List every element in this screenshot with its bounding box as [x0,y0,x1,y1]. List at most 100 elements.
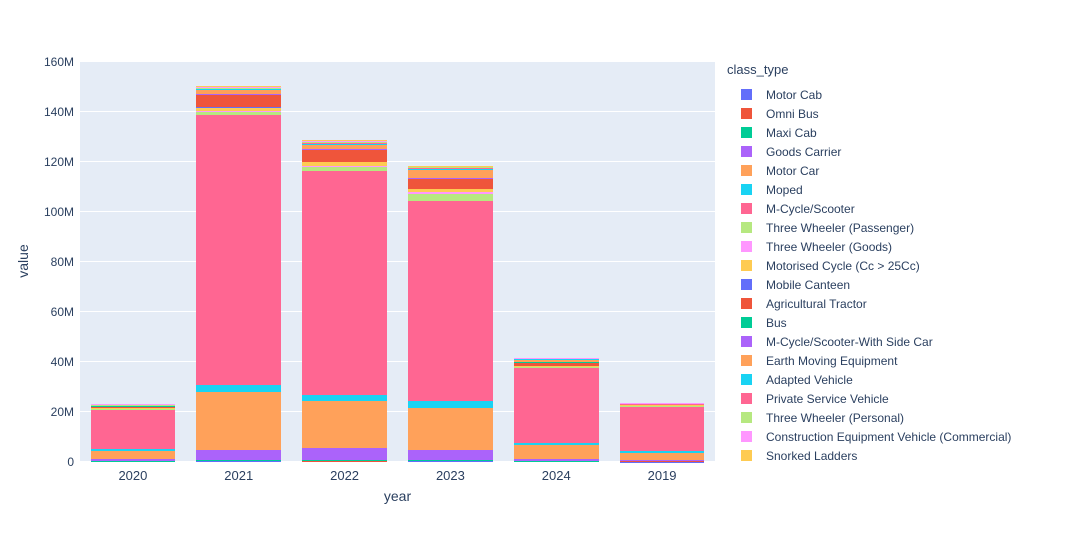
legend-color-swatch-icon [741,203,752,214]
bar-segment[interactable] [302,171,387,395]
bar-segment[interactable] [619,406,705,452]
bar-2023 [408,62,493,462]
bar-segment[interactable] [619,461,705,462]
legend-item[interactable]: Private Service Vehicle [727,389,1011,408]
legend-item[interactable]: Three Wheeler (Goods) [727,237,1011,256]
legend-item[interactable]: Construction Equipment Vehicle (Commerci… [727,427,1011,446]
legend-item[interactable]: Bus [727,313,1011,332]
bar-segment[interactable] [90,405,176,408]
bar-segment[interactable] [302,142,387,144]
bar-segment[interactable] [513,445,599,459]
bar-segment[interactable] [302,394,387,402]
bar-segment[interactable] [302,144,387,149]
bar-segment[interactable] [90,449,176,451]
legend-item[interactable]: Adapted Vehicle [727,370,1011,389]
bar-segment[interactable] [196,89,282,94]
bar-segment[interactable] [513,365,599,367]
legend-item[interactable]: M-Cycle/Scooter [727,199,1011,218]
legend-color-swatch-icon [741,336,752,347]
bar-segment[interactable] [408,178,493,189]
legend-item[interactable]: Moped [727,180,1011,199]
bar-segment[interactable] [90,405,176,406]
bar-segment[interactable] [619,451,705,454]
bar-segment[interactable] [619,453,705,461]
bar-segment[interactable] [302,143,387,145]
bar-segment[interactable] [196,110,282,112]
bar-segment[interactable] [196,107,282,111]
bar-segment[interactable] [408,450,493,461]
bar-segment[interactable] [302,401,387,449]
legend-item[interactable]: Motor Car [727,161,1011,180]
bar-segment[interactable] [408,167,493,168]
bar-segment[interactable] [408,168,493,170]
bar-segment[interactable] [408,201,493,401]
bar-segment[interactable] [196,94,282,108]
bar-segment[interactable] [90,451,176,459]
legend-item[interactable]: Snorked Ladders [727,446,1011,465]
x-axis-title: year [383,488,412,504]
bar-segment[interactable] [196,391,282,450]
legend-item[interactable]: Three Wheeler (Passenger) [727,218,1011,237]
bar-segment[interactable] [302,448,387,461]
legend-item[interactable]: Goods Carrier [727,142,1011,161]
bar-segment[interactable] [90,409,176,450]
bar-segment[interactable] [408,178,493,179]
legend-item-label: Private Service Vehicle [766,391,889,406]
legend-item-label: Bus [766,315,787,330]
bar-segment[interactable] [196,86,282,88]
bar-segment[interactable] [196,93,282,95]
bar-segment[interactable] [513,366,599,368]
bar-segment[interactable] [90,408,176,410]
bar-segment[interactable] [513,461,599,462]
bar-segment[interactable] [196,384,282,392]
bar-segment[interactable] [196,111,282,115]
bar-segment[interactable] [619,460,705,462]
legend-color-swatch-icon [741,412,752,423]
bar-segment[interactable] [408,192,493,194]
bar-segment[interactable] [619,405,705,407]
bar-segment[interactable] [90,459,176,462]
bar-segment[interactable] [302,165,387,167]
bar-segment[interactable] [513,361,599,366]
legend-item[interactable]: Mobile Canteen [727,275,1011,294]
gridline [80,311,715,312]
legend-color-swatch-icon [741,279,752,290]
bar-segment[interactable] [302,142,387,143]
bar-segment[interactable] [408,189,493,192]
bar-segment[interactable] [196,88,282,90]
bar-segment[interactable] [408,408,493,450]
bar-segment[interactable] [408,460,493,462]
bar-segment[interactable] [302,148,387,150]
bar-segment[interactable] [408,401,493,408]
bar-segment[interactable] [513,458,599,462]
bar-2019 [619,62,705,462]
bar-segment[interactable] [513,442,599,445]
legend-item[interactable]: Motorised Cycle (Cc > 25Cc) [727,256,1011,275]
legend-item[interactable]: Motor Cab [727,85,1011,104]
bar-segment[interactable] [302,166,387,171]
bar-segment[interactable] [408,167,493,169]
bar-segment[interactable] [408,166,493,168]
bar-segment[interactable] [196,87,282,89]
legend-item[interactable]: M-Cycle/Scooter-With Side Car [727,332,1011,351]
bar-segment[interactable] [196,460,282,462]
bar-segment[interactable] [619,404,705,405]
bar-segment[interactable] [513,358,599,362]
bar-segment[interactable] [302,149,387,162]
bar-segment[interactable] [196,114,282,385]
bar-segment[interactable] [408,193,493,201]
bar-segment[interactable] [408,169,493,179]
legend-item[interactable]: Three Wheeler (Personal) [727,408,1011,427]
bar-segment[interactable] [196,449,282,461]
bar-segment[interactable] [513,367,599,443]
bar-segment[interactable] [302,460,387,462]
bar-segment[interactable] [196,89,282,90]
legend-item[interactable]: Maxi Cab [727,123,1011,142]
legend-item[interactable]: Agricultural Tractor [727,294,1011,313]
bar-segment[interactable] [90,407,176,409]
bar-segment[interactable] [302,162,387,166]
legend-item[interactable]: Earth Moving Equipment [727,351,1011,370]
legend-item[interactable]: Omni Bus [727,104,1011,123]
bar-segment[interactable] [302,140,387,143]
bar-segment[interactable] [90,461,176,462]
